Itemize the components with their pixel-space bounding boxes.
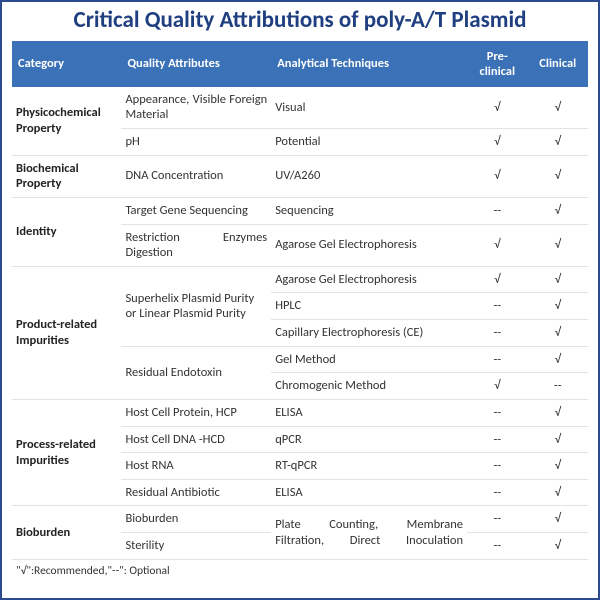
preclinical-cell: -- (467, 320, 527, 347)
preclinical-cell: √ (467, 224, 527, 266)
preclinical-cell: -- (467, 453, 527, 480)
qa-table: Category Quality Attributes Analytical T… (12, 41, 588, 578)
clinical-cell: √ (528, 197, 589, 224)
quality-attribute-cell: Host Cell DNA -HCD (121, 426, 271, 453)
clinical-cell: √ (528, 155, 589, 197)
clinical-cell: -- (528, 373, 589, 400)
quality-attribute-cell: Target Gene Sequencing (121, 197, 271, 224)
category-cell: Bioburden (12, 506, 121, 559)
quality-attribute-cell: Residual Endotoxin (121, 346, 271, 399)
quality-attribute-cell: Appearance, Visible Foreign Material (121, 87, 271, 129)
technique-cell: Agarose Gel Electrophoresis (271, 266, 467, 293)
technique-cell: Chromogenic Method (271, 373, 467, 400)
technique-cell: UV/A260 (271, 155, 467, 197)
technique-cell: HPLC (271, 293, 467, 320)
clinical-cell: √ (528, 129, 589, 156)
preclinical-cell: -- (467, 293, 527, 320)
quality-attribute-cell: Host Cell Protein, HCP (121, 399, 271, 426)
col-preclinical: Pre-clinical (467, 41, 527, 87)
technique-cell: Sequencing (271, 197, 467, 224)
quality-attribute-cell: DNA Concentration (121, 155, 271, 197)
clinical-cell: √ (528, 320, 589, 347)
col-technique: Analytical Techniques (271, 41, 467, 87)
legend: "√":Recommended,"--": Optional (12, 559, 588, 578)
technique-cell: qPCR (271, 426, 467, 453)
document-frame: Critical Quality Attributions of poly-A/… (0, 0, 600, 600)
category-cell: Identity (12, 197, 121, 266)
clinical-cell: √ (528, 87, 589, 129)
preclinical-cell: -- (467, 346, 527, 373)
category-cell: Process-related Impurities (12, 399, 121, 506)
table-row: Process-related ImpuritiesHost Cell Prot… (12, 399, 588, 426)
col-quality: Quality Attributes (121, 41, 271, 87)
quality-attribute-cell: Sterility (121, 533, 271, 560)
preclinical-cell: √ (467, 155, 527, 197)
technique-cell: Capillary Electrophoresis (CE) (271, 320, 467, 347)
table-row: IdentityTarget Gene SequencingSequencing… (12, 197, 588, 224)
table-row: Biochemical PropertyDNA ConcentrationUV/… (12, 155, 588, 197)
col-category: Category (12, 41, 121, 87)
technique-cell: Potential (271, 129, 467, 156)
col-clinical: Clinical (528, 41, 589, 87)
clinical-cell: √ (528, 293, 589, 320)
technique-cell: Gel Method (271, 346, 467, 373)
preclinical-cell: √ (467, 87, 527, 129)
quality-attribute-cell: Host RNA (121, 453, 271, 480)
quality-attribute-cell: Residual Antibiotic (121, 479, 271, 506)
quality-attribute-cell: Restriction Enzymes Digestion (121, 224, 271, 266)
technique-cell: RT-qPCR (271, 453, 467, 480)
table-row: BioburdenBioburdenPlate Counting, Membra… (12, 506, 588, 533)
technique-cell: ELISA (271, 479, 467, 506)
page-title: Critical Quality Attributions of poly-A/… (12, 6, 588, 35)
technique-cell: Visual (271, 87, 467, 129)
preclinical-cell: √ (467, 373, 527, 400)
technique-cell: ELISA (271, 399, 467, 426)
preclinical-cell: -- (467, 399, 527, 426)
clinical-cell: √ (528, 399, 589, 426)
table-row: Product-related ImpuritiesSuperhelix Pla… (12, 266, 588, 293)
preclinical-cell: -- (467, 506, 527, 533)
technique-cell: Plate Counting, Membrane Filtration, Dir… (271, 506, 467, 559)
table-row: Physicochemical PropertyAppearance, Visi… (12, 87, 588, 129)
preclinical-cell: -- (467, 197, 527, 224)
clinical-cell: √ (528, 346, 589, 373)
technique-cell: Agarose Gel Electrophoresis (271, 224, 467, 266)
clinical-cell: √ (528, 266, 589, 293)
category-cell: Biochemical Property (12, 155, 121, 197)
clinical-cell: √ (528, 533, 589, 560)
category-cell: Physicochemical Property (12, 87, 121, 155)
preclinical-cell: -- (467, 426, 527, 453)
quality-attribute-cell: Bioburden (121, 506, 271, 533)
category-cell: Product-related Impurities (12, 266, 121, 399)
preclinical-cell: √ (467, 266, 527, 293)
preclinical-cell: -- (467, 479, 527, 506)
quality-attribute-cell: pH (121, 129, 271, 156)
preclinical-cell: √ (467, 129, 527, 156)
preclinical-cell: -- (467, 533, 527, 560)
table-header: Category Quality Attributes Analytical T… (12, 41, 588, 87)
clinical-cell: √ (528, 453, 589, 480)
clinical-cell: √ (528, 224, 589, 266)
quality-attribute-cell: Superhelix Plasmid Purity or Linear Plas… (121, 266, 271, 346)
table-body: Physicochemical PropertyAppearance, Visi… (12, 87, 588, 559)
clinical-cell: √ (528, 426, 589, 453)
clinical-cell: √ (528, 506, 589, 533)
clinical-cell: √ (528, 479, 589, 506)
